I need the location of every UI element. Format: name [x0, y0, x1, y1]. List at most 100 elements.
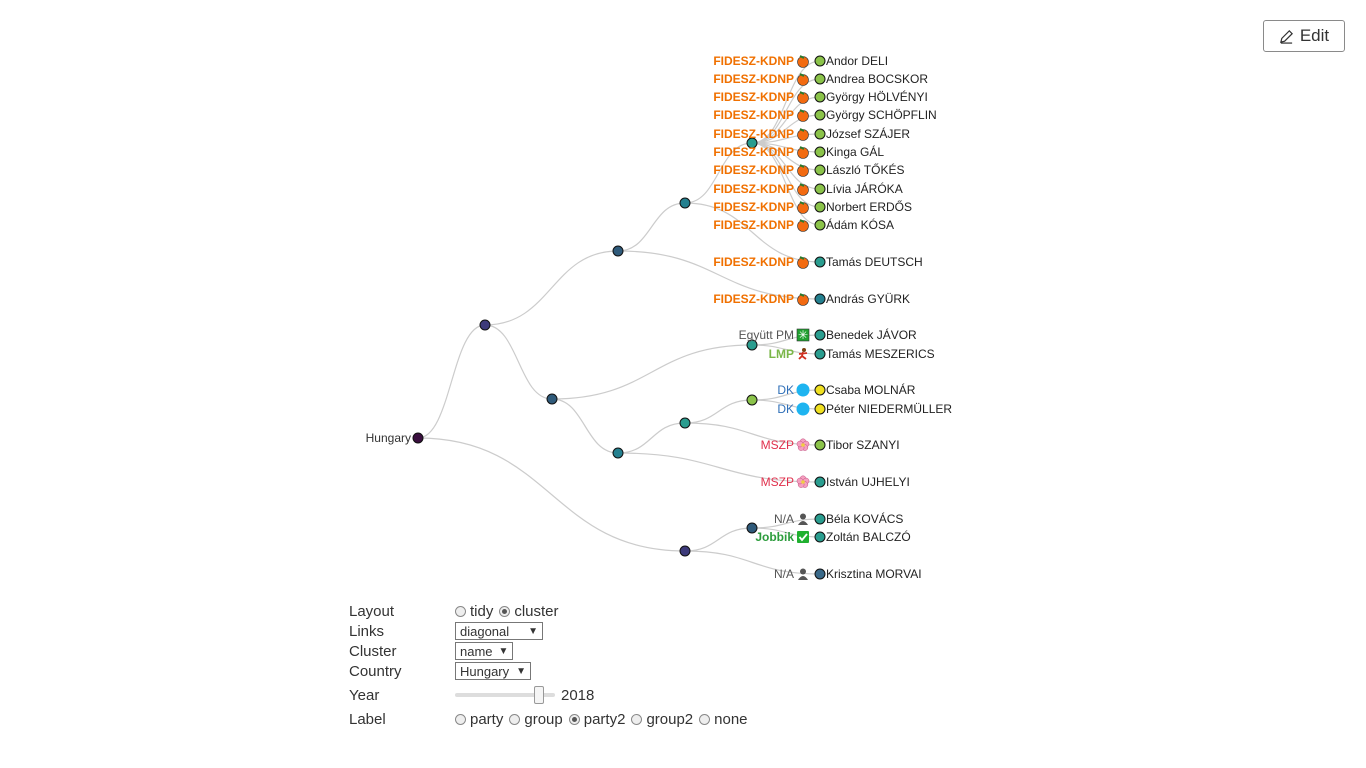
- node-f[interactable]: [746, 339, 758, 351]
- leaf-party-label: FIDESZ-KDNP: [713, 292, 794, 306]
- leaf-item[interactable]: FIDESZ-KDNP Lívia JÁRÓKA: [713, 181, 902, 196]
- leaf-node[interactable]: [814, 91, 826, 103]
- leaf-name-label: László TŐKÉS: [826, 162, 904, 177]
- leaf-node[interactable]: [814, 73, 826, 85]
- leaf-item[interactable]: FIDESZ-KDNP József SZÁJER: [713, 126, 910, 141]
- layout-radio-cluster[interactable]: cluster: [499, 603, 559, 620]
- leaf-node[interactable]: [814, 256, 826, 268]
- label-radio-none[interactable]: none: [699, 711, 748, 728]
- tree-link: [684, 399, 753, 424]
- leaf-node[interactable]: [814, 348, 826, 360]
- leaf-node[interactable]: [814, 329, 826, 341]
- layout-radio-tidy[interactable]: tidy: [455, 603, 493, 620]
- tree-link: [751, 142, 821, 226]
- radio-dot: [568, 713, 580, 725]
- node-c[interactable]: [679, 197, 691, 209]
- leaf-item[interactable]: DK Csaba MOLNÁR: [777, 382, 915, 397]
- leaf-node[interactable]: [814, 476, 826, 488]
- node-e[interactable]: [546, 393, 558, 405]
- leaf-name-label: István UJHELYI: [826, 475, 910, 489]
- cluster-row: Cluster name ▼: [349, 641, 849, 661]
- label-radio-group2[interactable]: group2: [631, 711, 693, 728]
- leaf-node[interactable]: [814, 293, 826, 305]
- leaf-node[interactable]: [814, 513, 826, 525]
- leaf-item[interactable]: FIDESZ-KDNP Norbert ERDŐS: [713, 199, 912, 214]
- leaf-item[interactable]: MSZP Tibor SZANYI: [761, 438, 900, 452]
- leaf-node[interactable]: [814, 219, 826, 231]
- leaf-node[interactable]: [814, 568, 826, 580]
- node-d[interactable]: [746, 137, 758, 149]
- label-radio-group[interactable]: group: [509, 711, 563, 728]
- edit-button[interactable]: Edit: [1263, 20, 1345, 52]
- leaf-item[interactable]: FIDESZ-KDNP Andor DELI: [713, 54, 888, 68]
- slider-thumb[interactable]: [534, 686, 545, 704]
- person-icon: [798, 513, 808, 525]
- leaf-item[interactable]: N/A Béla KOVÁCS: [774, 511, 903, 526]
- leaf-node[interactable]: [814, 403, 826, 415]
- leaf-node[interactable]: [814, 146, 826, 158]
- leaf-party-label: LMP: [769, 347, 794, 361]
- radio-dot: [509, 713, 521, 725]
- leaf-item[interactable]: FIDESZ-KDNP György HÖLVÉNYI: [713, 89, 927, 104]
- node-k[interactable]: [746, 522, 758, 534]
- radio-dot: [455, 713, 466, 725]
- country-select[interactable]: Hungary ▼: [455, 662, 531, 680]
- node-i[interactable]: [746, 394, 758, 406]
- leaf-item[interactable]: Jobbik Zoltán BALCZÓ: [755, 529, 910, 544]
- leaf-node[interactable]: [814, 164, 826, 176]
- node-b[interactable]: [612, 245, 624, 257]
- node-g[interactable]: [612, 447, 624, 459]
- leaf-item[interactable]: FIDESZ-KDNP Andrea BOCSKOR: [713, 72, 928, 86]
- cluster-select[interactable]: name ▼: [455, 642, 513, 660]
- leaf-party-label: FIDESZ-KDNP: [713, 54, 794, 68]
- leaf-node[interactable]: [814, 531, 826, 543]
- leaf-item[interactable]: FIDESZ-KDNP Ádám KÓSA: [713, 217, 894, 232]
- leaf-item[interactable]: N/A Krisztina MORVAI: [774, 567, 922, 581]
- leaf-node[interactable]: [814, 183, 826, 195]
- leaf-item[interactable]: FIDESZ-KDNP András GYÜRK: [713, 292, 910, 306]
- leaf-name-label: Andor DELI: [826, 54, 888, 68]
- leaf-node[interactable]: [814, 55, 826, 67]
- links-row: Links diagonal ▼: [349, 621, 849, 641]
- leaf-party-label: FIDESZ-KDNP: [713, 255, 794, 269]
- leaf-party-label: FIDESZ-KDNP: [713, 218, 794, 232]
- node-j[interactable]: [679, 545, 691, 557]
- leaf-item[interactable]: FIDESZ-KDNP György SCHÖPFLIN: [713, 108, 936, 122]
- leaf-item[interactable]: DK Péter NIEDERMÜLLER: [777, 402, 952, 416]
- leaf-node[interactable]: [814, 439, 826, 451]
- leaf-item[interactable]: Együtt PM ✳ Benedek JÁVOR: [739, 327, 917, 342]
- tree-link: [617, 422, 686, 454]
- green-square-icon: ✳: [796, 328, 810, 342]
- leaf-item[interactable]: FIDESZ-KDNP Tamás DEUTSCH: [713, 255, 922, 269]
- orange-icon: [797, 73, 809, 86]
- leaf-name-label: Benedek JÁVOR: [826, 327, 917, 342]
- node-a[interactable]: [479, 319, 491, 331]
- cluster-label: Cluster: [349, 642, 397, 660]
- blue-circle-icon: [796, 383, 810, 397]
- leaf-item[interactable]: FIDESZ-KDNP Kinga GÁL: [713, 144, 884, 159]
- node-h[interactable]: [679, 417, 691, 429]
- year-slider[interactable]: [455, 686, 555, 704]
- leaf-node[interactable]: [814, 201, 826, 213]
- leaf-item[interactable]: MSZP István UJHELYI: [761, 475, 910, 489]
- leaf-node[interactable]: [814, 128, 826, 140]
- tree-link: [751, 399, 821, 410]
- links-select[interactable]: diagonal ▼: [455, 622, 543, 640]
- tree-link: [484, 324, 553, 400]
- orange-icon: [797, 109, 809, 122]
- leaf-node[interactable]: [814, 109, 826, 121]
- radio-dot: [455, 605, 466, 617]
- tree-link: [417, 324, 486, 439]
- label-label: Label: [349, 710, 386, 728]
- label-radio-party2[interactable]: party2: [568, 711, 625, 728]
- year-label: Year: [349, 686, 380, 704]
- label-radio-party[interactable]: party: [455, 711, 503, 728]
- leaf-name-label: Krisztina MORVAI: [826, 567, 922, 581]
- node-root[interactable]: [412, 432, 424, 444]
- orange-icon: [797, 128, 809, 141]
- tree-link: [751, 96, 821, 144]
- leaf-item[interactable]: LMP Tamás MESZERICS: [769, 347, 935, 361]
- leaf-node[interactable]: [814, 384, 826, 396]
- leaf-item[interactable]: FIDESZ-KDNP László TŐKÉS: [713, 162, 904, 177]
- leaf-name-label: Kinga GÁL: [826, 144, 884, 159]
